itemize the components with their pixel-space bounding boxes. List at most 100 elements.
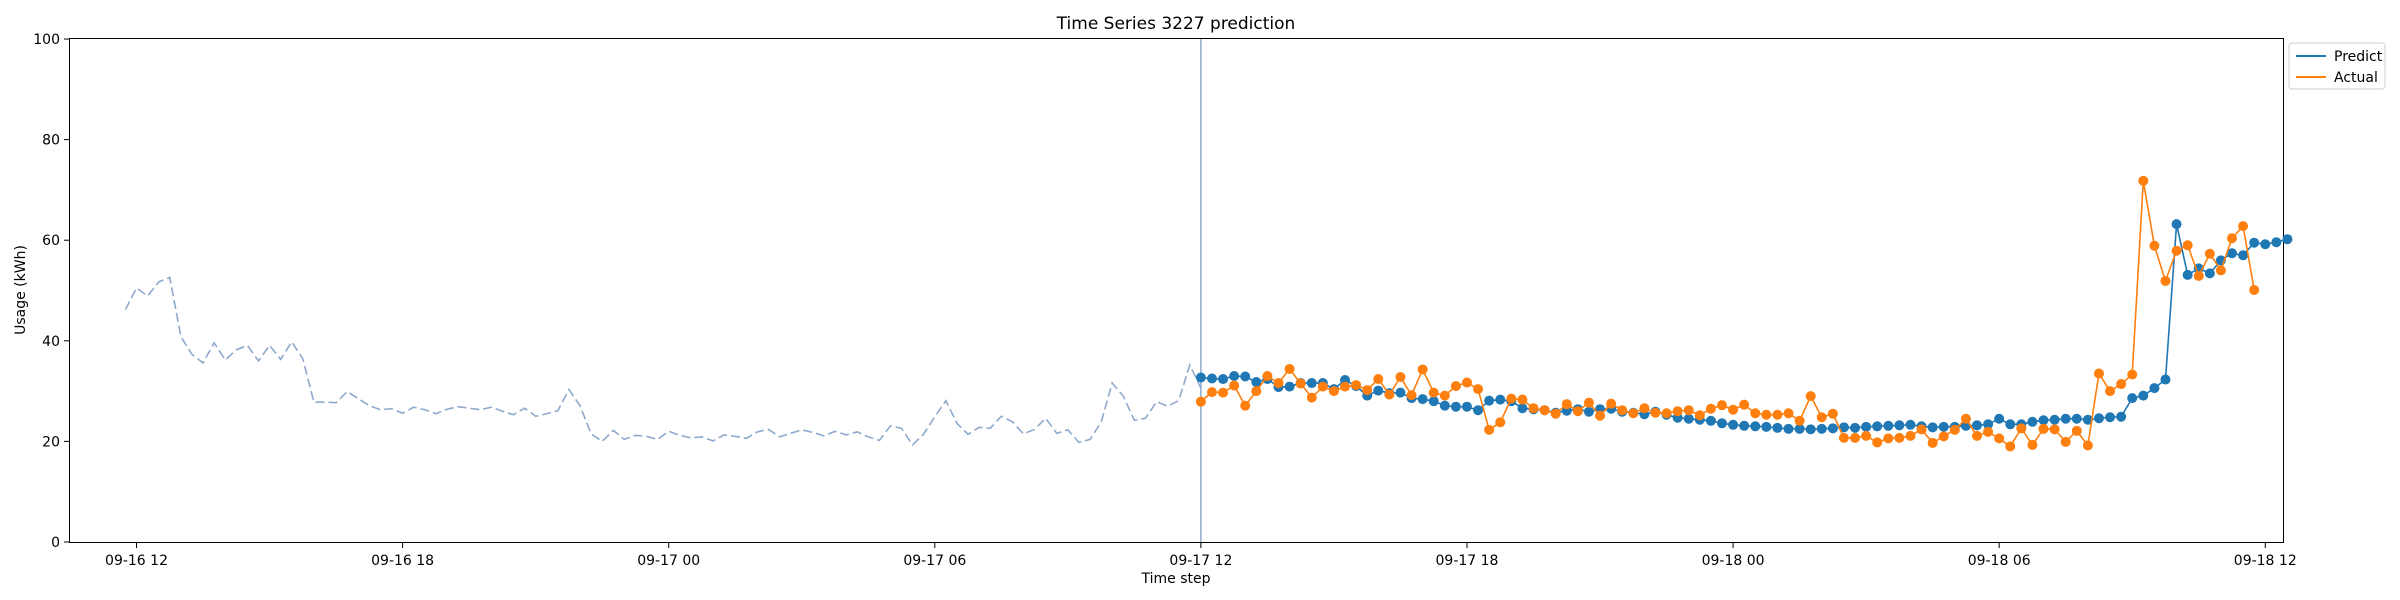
predict-point — [2182, 269, 2193, 280]
predict-point — [1894, 420, 1905, 431]
predict-point — [1850, 422, 1861, 433]
actual-point — [1461, 377, 1472, 388]
actual-point — [1251, 386, 1262, 397]
actual-point — [1827, 408, 1838, 419]
predict-point — [1473, 405, 1484, 416]
actual-point — [1273, 378, 1284, 389]
actual-point — [2105, 386, 2116, 397]
actual-point — [2204, 248, 2215, 259]
predict-point — [2282, 234, 2293, 245]
predict-point — [1240, 371, 1251, 382]
actual-point — [2093, 368, 2104, 379]
predict-point — [1927, 422, 1938, 433]
actual-point — [1872, 437, 1883, 448]
predict-point — [2049, 414, 2060, 425]
actual-point — [1650, 407, 1661, 418]
predict-point — [1861, 421, 1872, 432]
actual-point — [1960, 413, 1971, 424]
y-axis: 0 20 40 60 80 100 — [33, 32, 70, 551]
actual-point — [1506, 393, 1517, 404]
actual-point — [2116, 379, 2127, 390]
actual-point — [1395, 372, 1406, 383]
y-tick-label: 0 — [51, 535, 60, 551]
predict-point — [1938, 421, 1949, 432]
actual-point — [2171, 245, 2182, 256]
x-tick-label: 09-17 18 — [1436, 553, 1499, 569]
predict-point — [1761, 421, 1772, 432]
actual-point — [1561, 399, 1572, 410]
actual-point — [1739, 399, 1750, 410]
actual-point — [2071, 425, 2082, 436]
x-tick-label: 09-16 12 — [105, 553, 168, 569]
predict-point — [2116, 411, 2127, 422]
actual-point — [1606, 398, 1617, 409]
actual-point — [1661, 408, 1672, 419]
actual-point — [1362, 385, 1373, 396]
predict-point — [2260, 239, 2271, 250]
y-tick-label: 40 — [42, 334, 60, 350]
chart-title: Time Series 3227 prediction — [1056, 14, 1296, 34]
predict-point — [1373, 385, 1384, 396]
actual-point — [1240, 400, 1251, 411]
predict-point — [1284, 381, 1295, 392]
actual-point — [1805, 391, 1816, 402]
predict-point — [1517, 403, 1528, 414]
predict-point — [2238, 250, 2249, 261]
predict-point — [1495, 394, 1506, 405]
predict-point — [2060, 413, 2071, 424]
actual-point — [1473, 384, 1484, 395]
actual-point — [2149, 240, 2160, 251]
actual-point — [1816, 412, 1827, 423]
y-tick-label: 20 — [42, 434, 60, 450]
actual-point — [1550, 408, 1561, 419]
actual-point — [1905, 430, 1916, 441]
y-axis-label: Usage (kWh) — [13, 245, 29, 335]
actual-point — [1916, 424, 1927, 435]
predict-point — [1816, 423, 1827, 434]
predict-point — [1229, 371, 1240, 382]
actual-point — [2238, 221, 2249, 232]
y-tick-label: 100 — [33, 32, 60, 48]
x-tick-label: 09-17 06 — [903, 553, 966, 569]
actual-point — [1938, 431, 1949, 442]
actual-point — [1949, 424, 1960, 435]
actual-point — [1861, 430, 1872, 441]
x-tick-label: 09-16 18 — [371, 553, 434, 569]
actual-point — [1450, 381, 1461, 392]
predict-point — [1439, 400, 1450, 411]
actual-point — [2038, 423, 2049, 434]
actual-point — [1328, 386, 1339, 397]
predict-point — [1484, 395, 1495, 406]
predict-point — [2160, 374, 2171, 385]
actual-point — [2160, 275, 2171, 286]
predict-point — [1994, 413, 2005, 424]
predict-point — [2271, 237, 2282, 248]
actual-point — [2193, 270, 2204, 281]
actual-point — [1229, 380, 1240, 391]
predict-point — [1872, 421, 1883, 432]
legend-predict-label: Predict — [2334, 49, 2383, 65]
predict-series — [1195, 219, 2293, 435]
history-line — [124, 276, 1202, 447]
actual-point — [1572, 406, 1583, 417]
actual-point — [2016, 423, 2027, 434]
actual-point — [1994, 433, 2005, 444]
actual-point — [2049, 424, 2060, 435]
predict-point — [2249, 237, 2260, 248]
actual-point — [1583, 397, 1594, 408]
actual-point — [1617, 405, 1628, 416]
actual-point — [2005, 441, 2016, 452]
actual-point — [2138, 175, 2149, 186]
predict-point — [2127, 393, 2138, 404]
predict-point — [1251, 377, 1262, 388]
predict-point — [1794, 423, 1805, 434]
predict-point — [1461, 401, 1472, 412]
predict-point — [1428, 396, 1439, 407]
predict-point — [2204, 268, 2215, 279]
actual-point — [1927, 437, 1938, 448]
actual-point — [2082, 440, 2093, 451]
actual-point — [1406, 390, 1417, 401]
predict-point — [1772, 422, 1783, 433]
predict-point — [2138, 390, 2149, 401]
